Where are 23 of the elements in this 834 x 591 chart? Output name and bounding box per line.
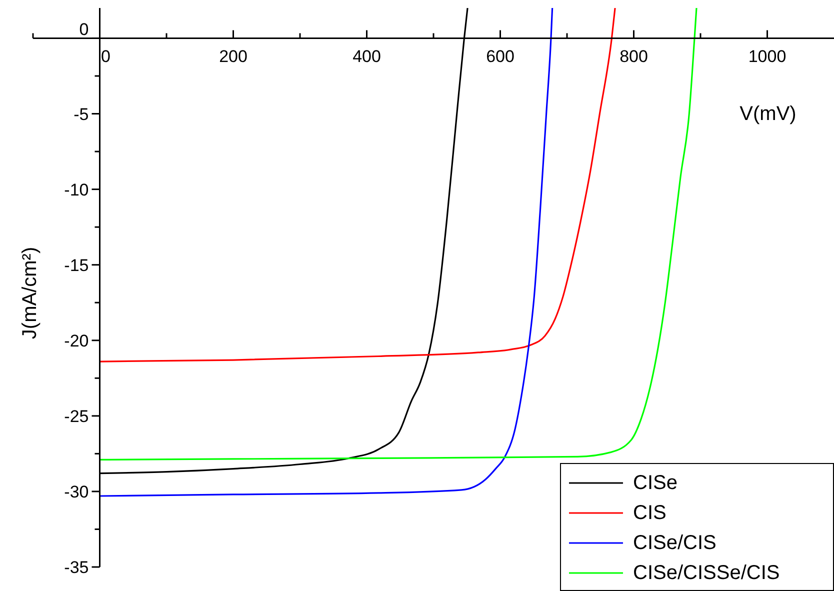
y-tick-label: -15 xyxy=(64,256,89,275)
legend-label: CISe xyxy=(633,471,678,496)
legend-label: CISe/CISSe/CIS xyxy=(633,561,780,586)
x-tick-label: 1000 xyxy=(748,47,786,66)
y-tick-label: -20 xyxy=(64,331,89,350)
line-series xyxy=(98,8,554,497)
y-tick-label: 0 xyxy=(79,20,89,40)
x-tick-label: 200 xyxy=(219,47,248,66)
y-tick-label: -30 xyxy=(64,482,89,502)
y-axis-title: J(mA/cm²) xyxy=(19,246,41,340)
y-tick-label: -25 xyxy=(64,406,89,426)
x-tick-label: 800 xyxy=(620,47,648,66)
line-series xyxy=(98,8,698,461)
legend-label: CIS xyxy=(633,501,666,526)
line-series xyxy=(98,8,616,362)
x-tick-label: 400 xyxy=(352,47,381,66)
y-tick-label: -10 xyxy=(64,180,89,200)
x-axis-title: V(mV) xyxy=(740,103,796,126)
y-tick-label: -35 xyxy=(64,558,89,577)
x-tick-label: 0 xyxy=(101,47,110,66)
x-tick-label: 600 xyxy=(486,47,514,66)
y-tick-label: -5 xyxy=(74,104,89,124)
legend-label: CISe/CIS xyxy=(633,531,716,556)
